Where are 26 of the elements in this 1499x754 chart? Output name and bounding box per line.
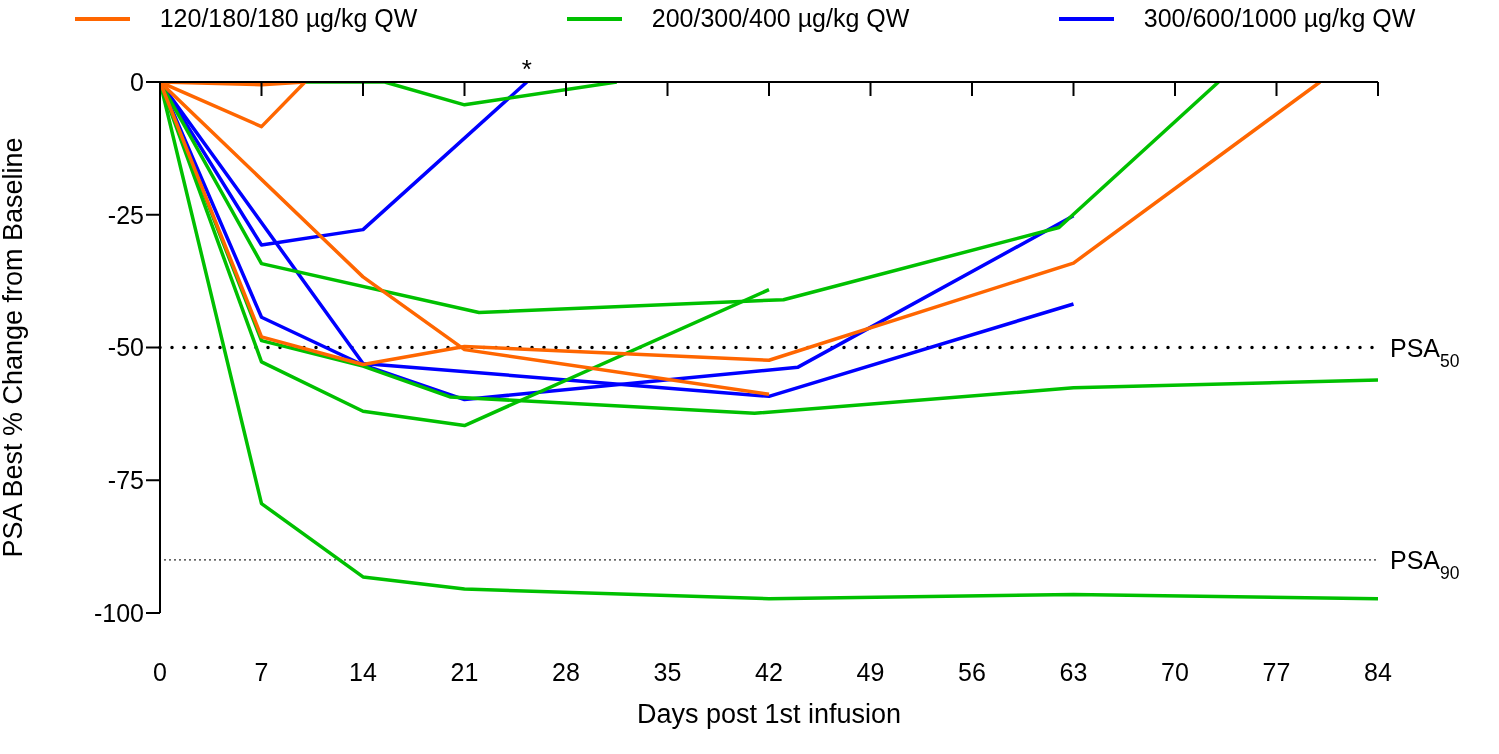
legend-label: 200/300/400 µg/kg QW — [651, 4, 910, 33]
x-tick-label: 0 — [153, 657, 167, 686]
y-tick-label: -50 — [107, 333, 144, 362]
ref-line-label: PSA$_{50}$ — [1390, 333, 1460, 371]
legend-label: 300/600/1000 µg/kg QW — [1143, 4, 1416, 33]
x-tick-label: 7 — [254, 657, 269, 686]
x-tick-label: 14 — [349, 657, 377, 686]
y-tick-label: -25 — [107, 200, 144, 229]
y-tick-label: -75 — [107, 466, 144, 495]
y-tick-label: -100 — [93, 598, 144, 627]
annotation: * — [521, 54, 532, 84]
x-tick-label: 42 — [755, 657, 783, 686]
x-tick-label: 77 — [1262, 657, 1291, 686]
x-tick-label: 35 — [653, 657, 682, 686]
x-tick-label: 28 — [552, 657, 580, 686]
x-tick-label: 70 — [1161, 657, 1189, 686]
x-tick-label: 21 — [450, 657, 479, 686]
x-tick-label: 63 — [1059, 657, 1088, 686]
y-tick-label: 0 — [130, 67, 144, 96]
x-tick-label: 49 — [856, 657, 885, 686]
ref-line-label: PSA$_{90}$ — [1390, 545, 1460, 583]
x-tick-label: 56 — [958, 657, 986, 686]
legend-label: 120/180/180 µg/kg QW — [159, 4, 418, 33]
x-tick-label: 84 — [1364, 657, 1392, 686]
x-axis-title: Days post 1st infusion — [636, 699, 902, 729]
y-axis-title: PSA Best % Change from Baseline — [0, 137, 28, 558]
